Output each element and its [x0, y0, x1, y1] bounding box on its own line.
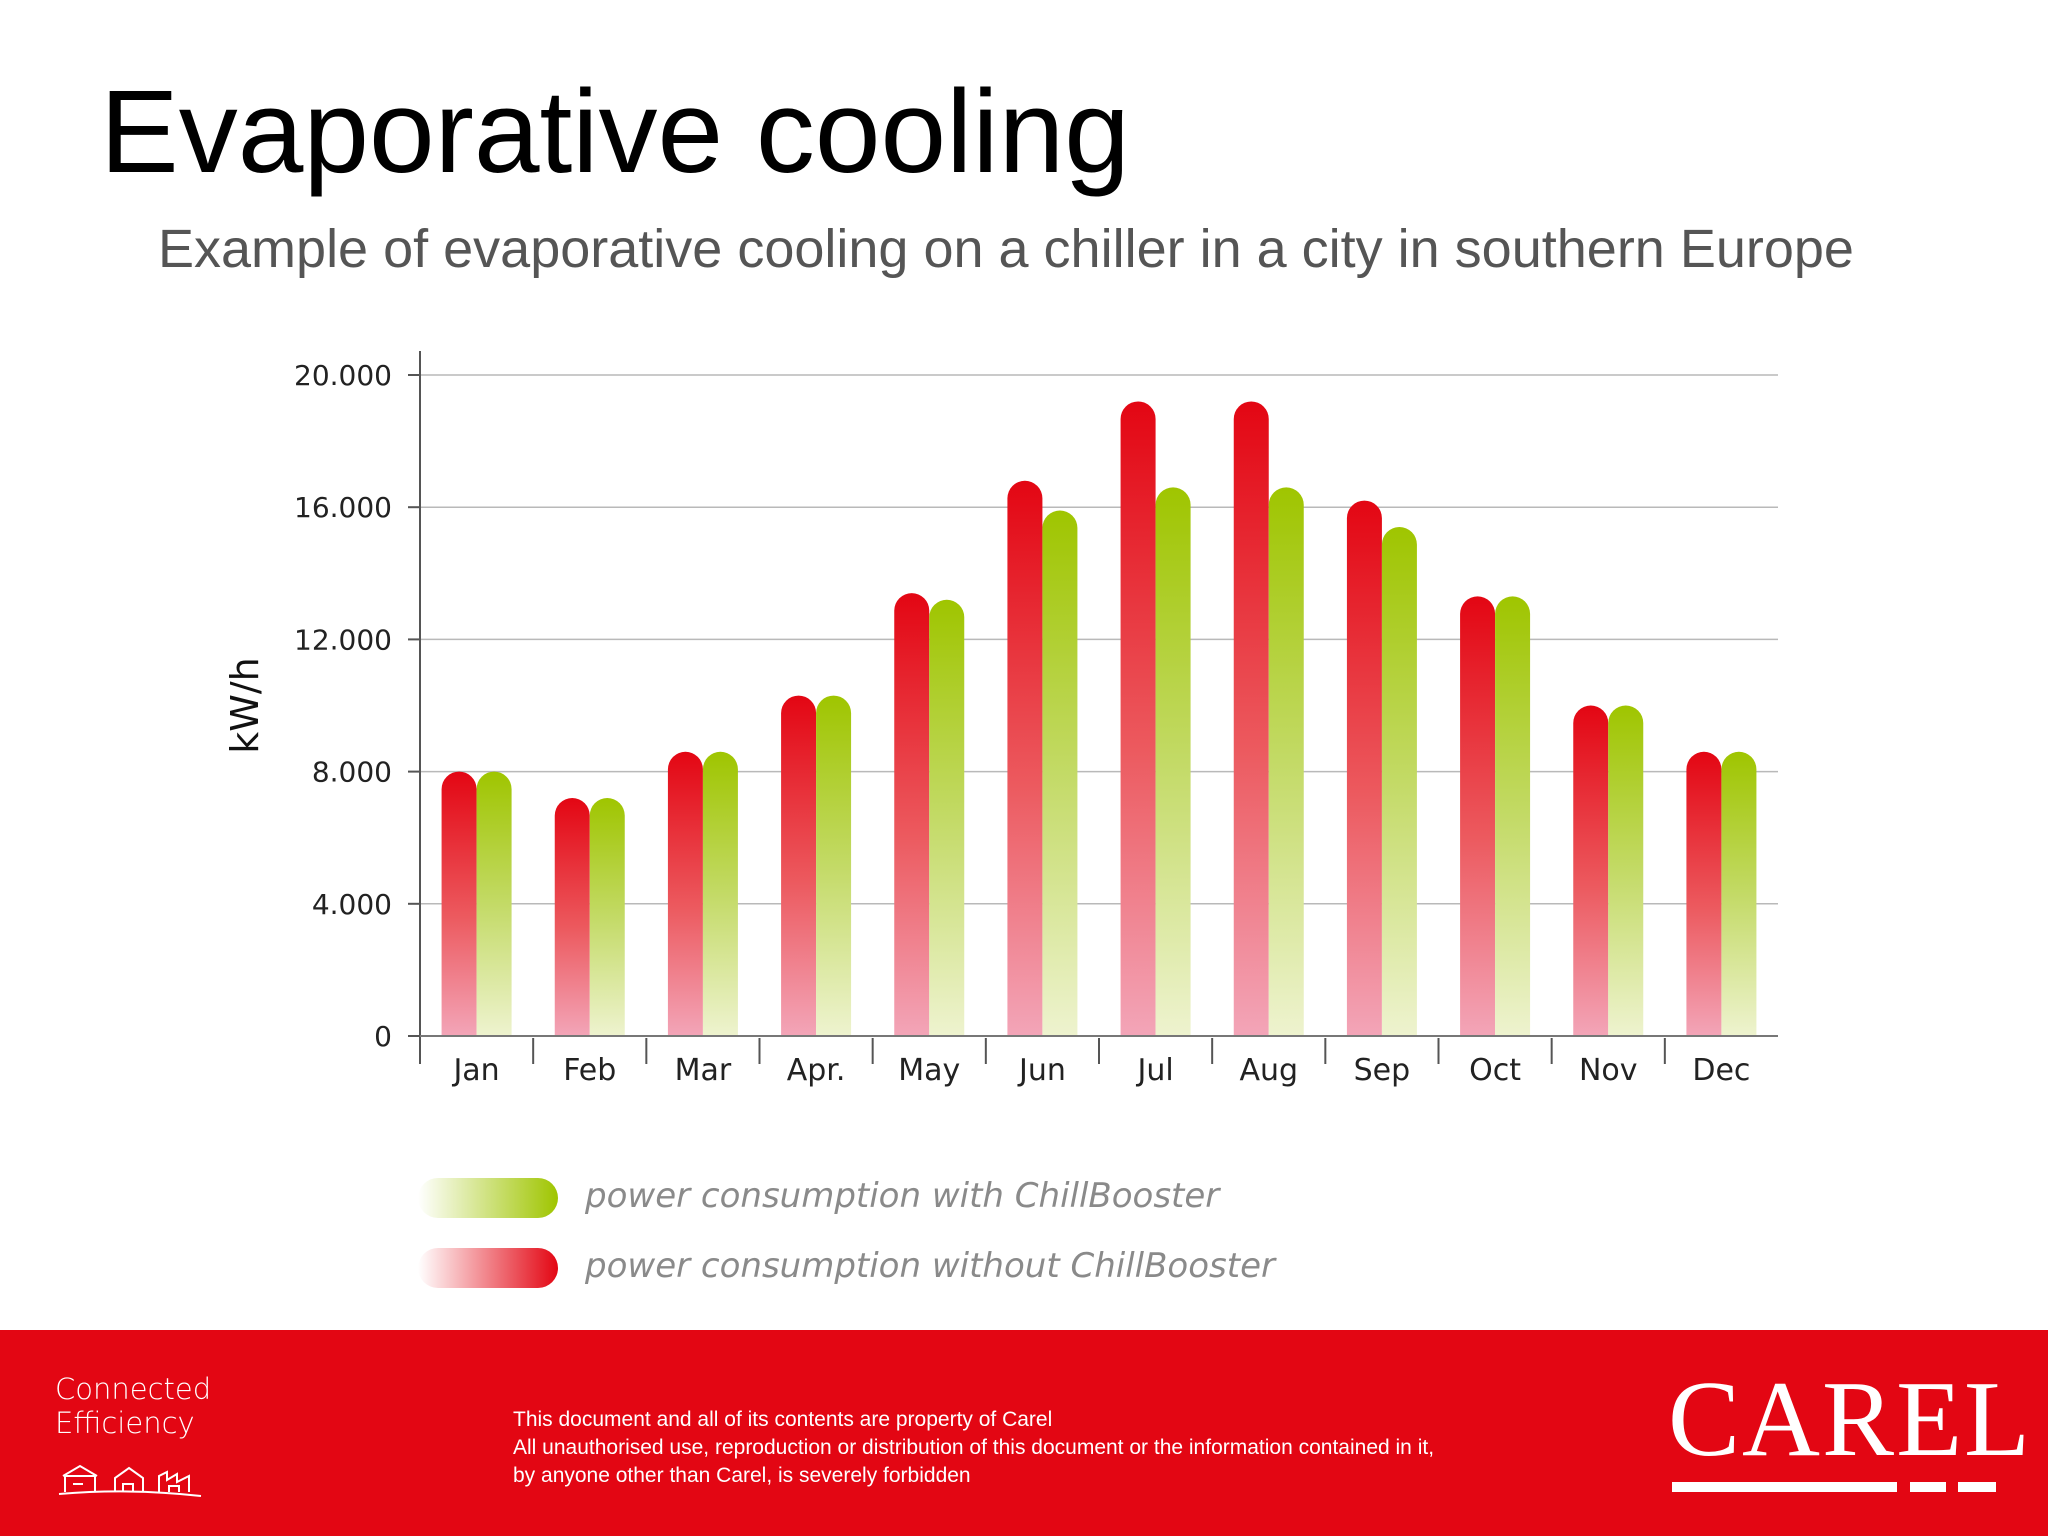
- x-tick-label: Feb: [563, 1053, 616, 1088]
- tagline: Connected Efficiency: [55, 1372, 211, 1440]
- bar-with-chillbooster: [816, 695, 852, 1036]
- bar-with-chillbooster: [589, 798, 625, 1036]
- y-axis-label: kW/h: [223, 657, 267, 753]
- tagline-line-1: Connected: [55, 1372, 212, 1406]
- bars-layer: [441, 401, 1757, 1036]
- bar-with-chillbooster: [702, 751, 738, 1036]
- page-subtitle: Example of evaporative cooling on a chil…: [158, 219, 1854, 279]
- brand-logo-bars-icon: [1672, 1482, 1996, 1492]
- bar-with-chillbooster: [1495, 596, 1531, 1036]
- axis-layer: 0 4.000 8.000 12.000 16.000 20.000 kW/h Jan Feb M…: [223, 351, 1778, 1088]
- x-tick-label: Mar: [675, 1053, 732, 1088]
- x-tick-label: Jun: [1017, 1053, 1066, 1088]
- legend-label-without: power consumption without ChillBooster: [584, 1246, 1277, 1286]
- bar-chart: 0 4.000 8.000 12.000 16.000 20.000 kW/h Jan Feb M…: [223, 351, 1778, 1288]
- x-tick-label: Jan: [451, 1053, 499, 1088]
- x-tick-label: Nov: [1579, 1053, 1638, 1088]
- bar-with-chillbooster: [1155, 487, 1191, 1036]
- disclaimer-line-2: All unauthorised use, reproduction or di…: [513, 1436, 1435, 1459]
- tagline-line-2: Efficiency: [55, 1406, 195, 1440]
- disclaimer-line-1: This document and all of its contents ar…: [513, 1408, 1053, 1431]
- bar-with-chillbooster: [929, 599, 965, 1036]
- bar-without-chillbooster: [1460, 596, 1496, 1036]
- bar-without-chillbooster: [1573, 705, 1609, 1036]
- bar-with-chillbooster: [1608, 705, 1644, 1036]
- bar-with-chillbooster: [476, 771, 512, 1036]
- bar-without-chillbooster: [441, 771, 477, 1036]
- disclaimer-line-3: by anyone other than Carel, is severely …: [513, 1464, 971, 1487]
- brand-logo: CAREL: [1668, 1360, 2033, 1479]
- x-tick-label: Sep: [1354, 1053, 1411, 1088]
- y-tick-label: 0: [374, 1020, 392, 1053]
- chart-area: 0 4.000 8.000 12.000 16.000 20.000 kW/h Jan Feb M…: [223, 351, 1778, 1288]
- footer: Connected Efficiency This document and a…: [0, 1330, 2048, 1536]
- bar-without-chillbooster: [1233, 401, 1269, 1036]
- bar-without-chillbooster: [667, 751, 703, 1036]
- bar-without-chillbooster: [1346, 500, 1382, 1036]
- bar-without-chillbooster: [1007, 480, 1043, 1036]
- bar-with-chillbooster: [1042, 510, 1078, 1036]
- legend: power consumption with ChillBooster powe…: [418, 1176, 1277, 1288]
- legend-swatch-without: [418, 1248, 558, 1288]
- y-tick-label: 8.000: [312, 756, 392, 789]
- page-title: Evaporative cooling: [100, 66, 1130, 198]
- x-tick-label: Oct: [1469, 1053, 1521, 1088]
- y-tick-label: 16.000: [294, 491, 392, 524]
- disclaimer: This document and all of its contents ar…: [513, 1406, 1434, 1490]
- houses-icon: [58, 1464, 202, 1497]
- x-tick-label: Aug: [1239, 1053, 1298, 1088]
- y-tick-label: 12.000: [294, 623, 392, 656]
- legend-swatch-with: [418, 1178, 558, 1218]
- bar-without-chillbooster: [1120, 401, 1156, 1036]
- x-tick-label: May: [898, 1053, 960, 1088]
- bar-without-chillbooster: [781, 695, 817, 1036]
- bar-with-chillbooster: [1381, 527, 1417, 1036]
- bar-without-chillbooster: [554, 798, 590, 1036]
- y-tick-label: 4.000: [312, 888, 392, 921]
- x-tick-label: Jul: [1135, 1053, 1173, 1088]
- bar-without-chillbooster: [894, 593, 930, 1036]
- y-tick-label: 20.000: [294, 359, 392, 392]
- x-tick-label: Apr.: [787, 1053, 846, 1088]
- bar-without-chillbooster: [1686, 751, 1722, 1036]
- bar-with-chillbooster: [1268, 487, 1304, 1036]
- bar-with-chillbooster: [1721, 751, 1757, 1036]
- legend-label-with: power consumption with ChillBooster: [584, 1176, 1221, 1216]
- x-tick-label: Dec: [1692, 1053, 1750, 1088]
